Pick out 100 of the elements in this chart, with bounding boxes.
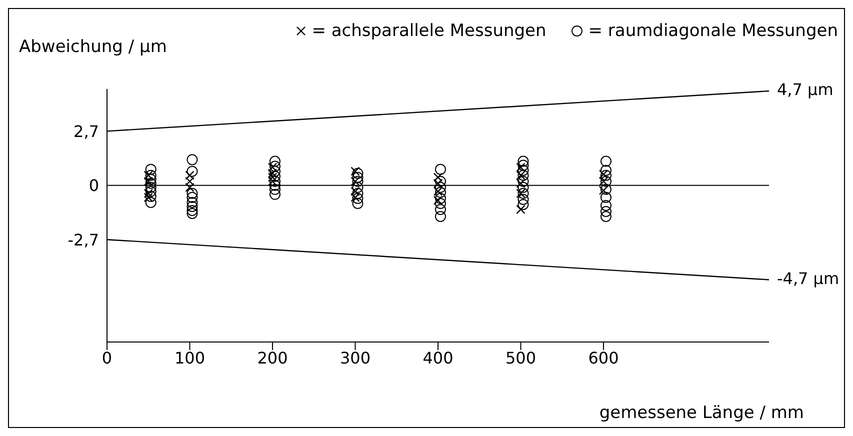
point bbox=[144, 170, 153, 180]
point bbox=[598, 170, 608, 179]
point bbox=[186, 204, 198, 216]
point bbox=[518, 188, 529, 199]
point bbox=[144, 192, 153, 202]
point bbox=[434, 164, 446, 175]
point bbox=[145, 196, 156, 208]
y-axis-title: Abweichung / µm bbox=[19, 37, 167, 57]
point bbox=[518, 198, 529, 210]
point bbox=[516, 188, 526, 198]
point bbox=[145, 178, 156, 189]
point bbox=[352, 168, 364, 179]
point bbox=[352, 176, 364, 187]
point bbox=[516, 178, 526, 188]
point bbox=[144, 176, 153, 186]
point bbox=[145, 190, 156, 202]
point bbox=[268, 172, 278, 182]
point bbox=[186, 188, 198, 199]
x-tick-label: 300 bbox=[340, 348, 371, 368]
point bbox=[600, 206, 612, 217]
point bbox=[186, 166, 198, 177]
point bbox=[516, 204, 526, 214]
x-tick-label: 100 bbox=[174, 348, 206, 368]
point bbox=[434, 198, 446, 209]
x-tick-label: 200 bbox=[257, 348, 288, 368]
point bbox=[186, 208, 198, 219]
point bbox=[268, 168, 278, 178]
legend-label: = raumdiagonale Messungen bbox=[588, 21, 838, 41]
point bbox=[518, 170, 529, 181]
point bbox=[352, 172, 364, 183]
point bbox=[269, 166, 280, 177]
point bbox=[516, 170, 526, 180]
point bbox=[600, 170, 612, 181]
point bbox=[185, 182, 194, 192]
point bbox=[600, 164, 612, 176]
point bbox=[145, 170, 156, 181]
point bbox=[144, 188, 153, 198]
point bbox=[518, 182, 529, 193]
point bbox=[350, 176, 360, 186]
point bbox=[518, 164, 529, 176]
point bbox=[352, 188, 364, 199]
point bbox=[352, 192, 364, 204]
point bbox=[269, 180, 280, 191]
point bbox=[598, 186, 608, 195]
point bbox=[433, 178, 443, 188]
point bbox=[434, 204, 446, 215]
point bbox=[600, 211, 612, 222]
legend-label: = achsparallele Messungen bbox=[312, 21, 546, 41]
point bbox=[434, 192, 446, 204]
point bbox=[516, 162, 526, 172]
point bbox=[350, 166, 360, 176]
x-tick-label: 600 bbox=[588, 348, 619, 368]
x-tick-label: 0 bbox=[102, 348, 112, 368]
point bbox=[145, 164, 156, 175]
point bbox=[269, 170, 280, 182]
point bbox=[145, 182, 156, 193]
point bbox=[268, 176, 278, 186]
point bbox=[269, 176, 280, 187]
x-tick-label: 400 bbox=[422, 348, 454, 368]
point bbox=[186, 196, 198, 208]
x-tick-label: 500 bbox=[505, 348, 536, 368]
point bbox=[145, 174, 156, 185]
point bbox=[600, 192, 612, 203]
annotation: 4,7 µm bbox=[777, 80, 834, 99]
point bbox=[185, 170, 194, 180]
point bbox=[434, 182, 446, 193]
point bbox=[433, 172, 443, 182]
point bbox=[600, 156, 612, 167]
point bbox=[350, 186, 360, 196]
point bbox=[352, 182, 364, 193]
point bbox=[434, 176, 446, 187]
point bbox=[600, 184, 612, 195]
point bbox=[269, 156, 280, 167]
point bbox=[518, 194, 529, 205]
point bbox=[268, 162, 278, 172]
point bbox=[434, 186, 446, 198]
point bbox=[518, 176, 529, 187]
point bbox=[269, 184, 280, 195]
point bbox=[600, 200, 612, 211]
point bbox=[186, 154, 198, 166]
point bbox=[352, 198, 364, 209]
point bbox=[350, 192, 360, 202]
point bbox=[145, 186, 156, 197]
point bbox=[518, 156, 529, 167]
point bbox=[600, 176, 612, 187]
annotation: -4,7 µm bbox=[777, 268, 840, 288]
point bbox=[518, 160, 529, 171]
point bbox=[433, 196, 443, 206]
point bbox=[269, 188, 280, 200]
y-tick-label: 0 bbox=[88, 176, 99, 196]
point bbox=[269, 160, 280, 172]
point bbox=[185, 176, 194, 186]
point bbox=[598, 176, 608, 186]
point bbox=[186, 192, 198, 203]
x-axis-title: gemessene Länge / mm bbox=[599, 403, 804, 423]
y-tick-label: -2,7 bbox=[68, 230, 99, 250]
y-tick-label: 2,7 bbox=[74, 122, 99, 141]
point bbox=[434, 211, 446, 222]
point bbox=[433, 186, 443, 196]
point bbox=[186, 200, 198, 212]
